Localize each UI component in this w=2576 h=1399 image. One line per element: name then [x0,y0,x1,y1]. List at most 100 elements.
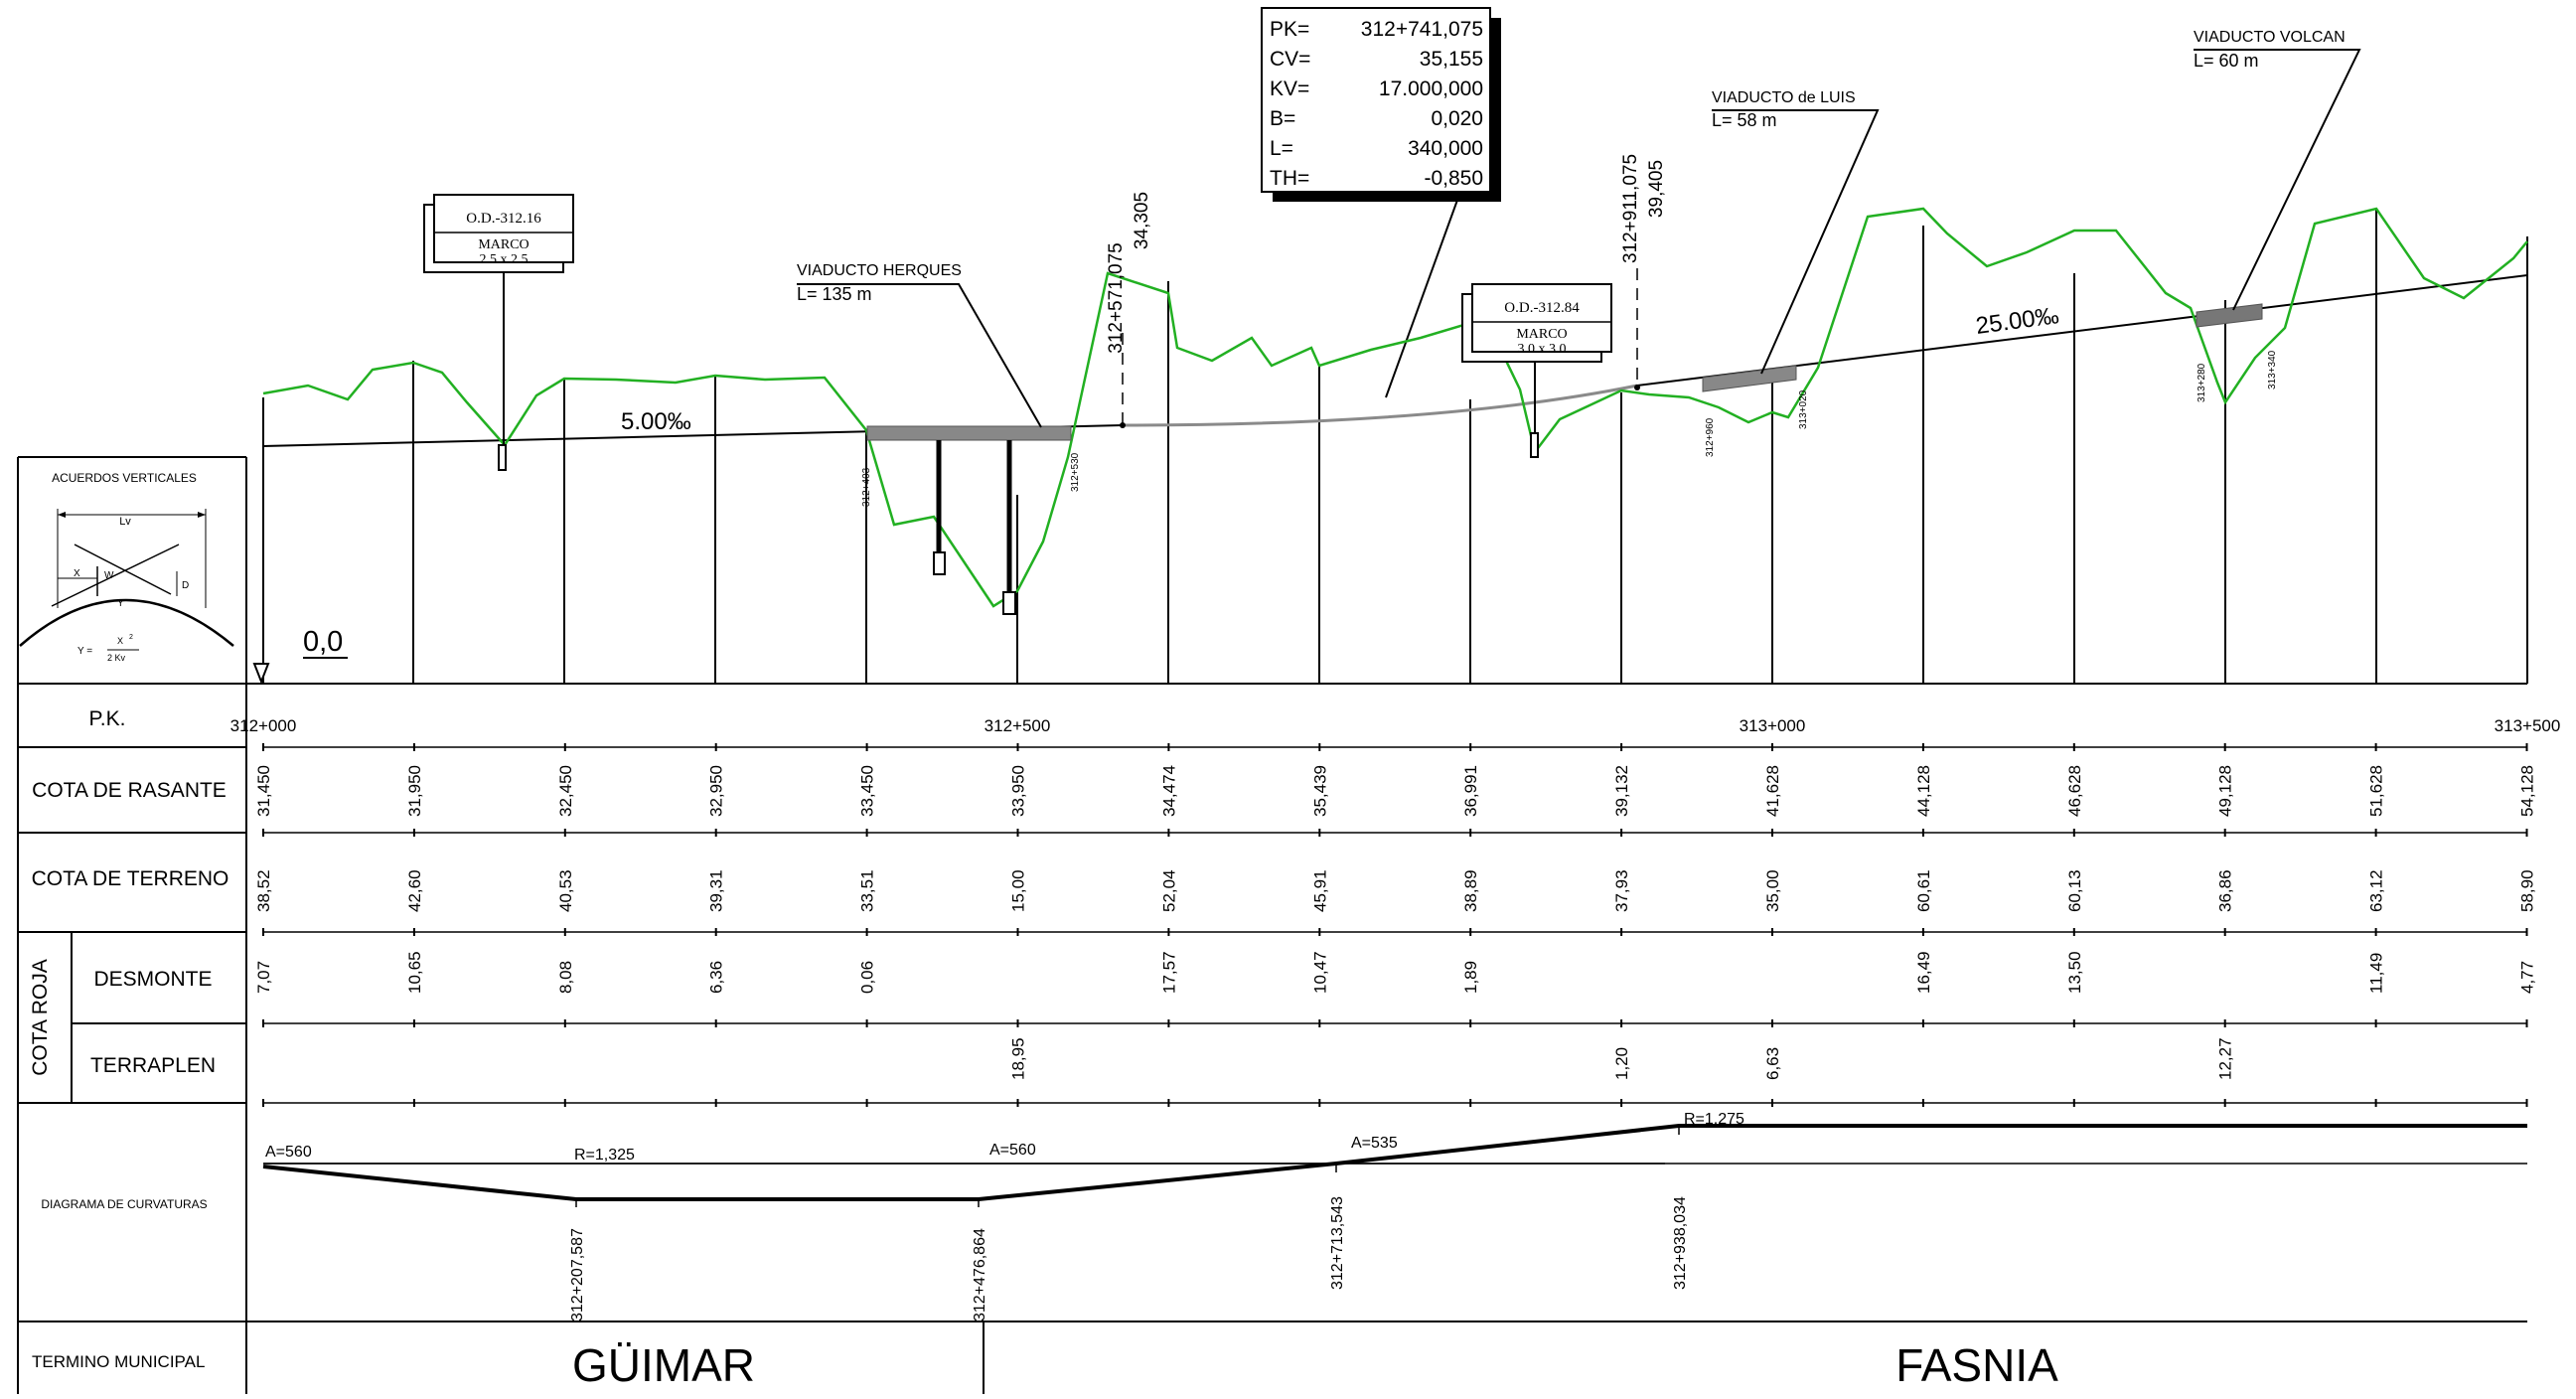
row-label-terreno: COTA DE TERRENO [32,867,229,890]
rasante-value-4: 32,950 [707,765,726,817]
curvature-diagram: A=560 R=1,325 A=560 A=535 R=1,275 312+20… [262,1111,2527,1321]
table-ticks [262,743,2528,1107]
terreno-value-10: 37,93 [1612,869,1631,912]
table-frame [17,457,2527,1394]
desmonte-value-2: 10,65 [405,951,424,994]
pk-label-313500: 313+500 [2495,716,2561,735]
inset-formula-den: 2 Kv [107,653,126,663]
desmonte-value-5: 0,06 [858,961,877,994]
viaduct-deck-herques [866,425,1072,441]
desmonte-value-9: 1,89 [1461,961,1480,994]
curvature-line [262,1124,2527,1201]
curvature-label-1: A=560 [265,1144,312,1161]
vertex-2-pk: 312+911,075 [1620,154,1641,263]
rasante-value-8: 35,439 [1310,765,1329,817]
desmonte-value-4: 6,36 [707,961,726,994]
viaduct-deck-luis [1702,365,1797,392]
desmonte-value-7: 17,57 [1159,951,1178,994]
curve-value-b: 0,020 [1431,107,1483,130]
row-label-terraplen: TERRAPLEN [90,1054,216,1077]
inset-y: Y [117,598,124,609]
viaduct-luis-callout: VIADUCTO de LUIS L= 58 m [1712,89,1880,375]
culvert-1-type: MARCO [478,237,529,252]
terraplen-value-6: 18,95 [1009,1037,1028,1080]
row-label-municipal: TERMINO MUNICIPAL [32,1352,205,1371]
culvert-2-callout: O.D.-312.84 MARCO 3.0 x 3.0 [1461,283,1612,433]
culvert-1-callout: O.D.-312.16 MARCO 2.5 x 2.5 [423,194,574,445]
culvert-2-size: 3.0 x 3.0 [1518,342,1567,357]
rasante-value-10: 39,132 [1612,765,1631,817]
terreno-value-15: 63,12 [2367,869,2386,912]
row-label-pk: P.K. [89,707,126,730]
desmonte-value-16: 4,77 [2518,961,2537,994]
profile-area: 312+403 312+530 312+960 313+020 313+280 … [252,29,2528,685]
terreno-value-9: 38,89 [1461,869,1480,912]
desmonte-value-3: 8,08 [556,961,575,994]
viaduct-herques-end-pk: 312+530 [1070,452,1081,492]
terrain-line [262,207,2528,608]
curve-value-pk: 312+741,075 [1361,18,1483,41]
curvature-pk-2: 312+476,864 [972,1228,988,1321]
rasante-value-5: 33,450 [858,765,877,817]
curve-value-th: -0,850 [1424,167,1483,190]
grade-left-label: 5.00‰ [621,408,691,435]
row-label-rasante: COTA DE RASANTE [32,779,227,802]
terreno-value-13: 60,13 [2065,869,2084,912]
rasante-value-9: 36,991 [1461,765,1480,817]
viaduct-luis-start-pk: 312+960 [1705,417,1716,457]
datum-triangle [252,663,270,685]
vertical-curve-line [1122,384,1638,427]
terreno-value-5: 33,51 [858,869,877,912]
rasante-value-16: 54,128 [2518,765,2537,817]
terraplen-value-10: 1,20 [1612,1047,1631,1080]
vertical-curve-inset: ACUERDOS VERTICALES Lv X W Y D Y = X 2 2… [18,456,246,663]
viaduct-volcan-name: VIADUCTO VOLCAN [2194,29,2346,46]
vertical-curve-box: PK= 312+741,075 CV= 35,155 KV= 17.000,00… [1261,7,1501,398]
viaduct-deck-volcan [2196,303,2263,328]
vertex-1-pk: 312+571,075 [1106,242,1127,353]
pk-label-312000: 312+000 [230,716,297,735]
terraplen-value-14: 12,27 [2216,1037,2235,1080]
rasante-value-11: 41,628 [1763,765,1782,817]
curvature-label-3: A=560 [989,1142,1036,1159]
curve-label-b: B= [1270,107,1295,130]
rasante-value-6: 33,950 [1009,765,1028,817]
inset-formula-lhs: Y = [77,646,92,657]
terreno-value-6: 15,00 [1009,869,1028,912]
curve-label-th: TH= [1270,167,1309,190]
curvature-pk-1: 312+207,587 [569,1228,586,1321]
terreno-value-7: 52,04 [1159,869,1178,912]
vertex-2: 312+911,075 39,405 [1620,154,1667,390]
culvert-1-size: 2.5 x 2.5 [480,252,529,267]
curve-label-l: L= [1270,137,1293,160]
curvature-label-2: R=1,325 [574,1147,635,1164]
inset-formula-exp: 2 [129,634,133,641]
rasante-value-3: 32,450 [556,765,575,817]
viaduct-herques-name: VIADUCTO HERQUES [797,262,962,279]
terreno-value-4: 39,31 [707,869,726,912]
viaduct-herques-callout: VIADUCTO HERQUES L= 135 m [797,262,1042,428]
curve-value-cv: 35,155 [1420,48,1483,71]
inset-w: W [104,570,114,581]
pk-label-313000: 313+000 [1740,716,1806,735]
curve-leader [1385,191,1461,398]
curve-label-cv: CV= [1270,48,1310,71]
datum-label: 0,0 [303,626,343,658]
desmonte-value-15: 11,49 [2367,953,2386,994]
curve-value-l: 340,000 [1408,137,1483,160]
curvature-pk-3: 312+713,543 [1329,1196,1346,1290]
culvert-1-title: O.D.-312.16 [466,211,541,227]
desmonte-value-8: 10,47 [1310,951,1329,994]
terreno-value-12: 60,61 [1914,869,1933,912]
terreno-value-2: 42,60 [405,869,424,912]
rasante-value-13: 46,628 [2065,765,2084,817]
terraplen-value-11: 6,63 [1763,1047,1782,1080]
viaduct-luis-name: VIADUCTO de LUIS [1712,89,1856,106]
rasante-value-1: 31,450 [254,765,273,817]
curve-value-kv: 17.000,000 [1379,78,1483,100]
curve-label-pk: PK= [1270,18,1309,41]
terreno-value-1: 38,52 [254,869,273,912]
viaduct-piers [933,440,1016,615]
